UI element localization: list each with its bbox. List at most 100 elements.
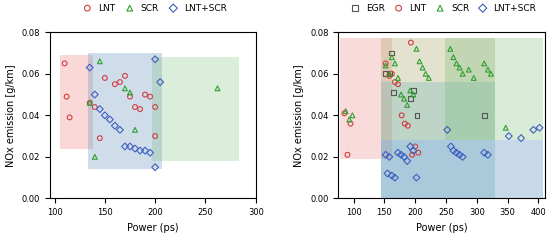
Legend: LNT, SCR, LNT+SCR: LNT, SCR, LNT+SCR xyxy=(78,3,227,12)
LNT xyxy=(397,113,406,117)
EGR xyxy=(406,97,415,101)
SCR xyxy=(406,89,415,93)
SCR xyxy=(213,86,222,90)
LNT+SCR xyxy=(480,151,488,155)
LNT xyxy=(65,115,74,119)
LNT+SCR xyxy=(146,151,155,155)
LNT xyxy=(101,76,109,80)
LNT xyxy=(120,74,129,78)
X-axis label: Power (ps): Power (ps) xyxy=(127,223,178,233)
LNT xyxy=(146,95,155,99)
SCR xyxy=(409,93,418,96)
SCR xyxy=(348,113,357,117)
LNT+SCR xyxy=(504,134,513,138)
Bar xyxy=(381,38,495,140)
SCR xyxy=(130,128,139,132)
LNT xyxy=(411,145,420,149)
LNT+SCR xyxy=(443,128,452,132)
LNT xyxy=(90,105,99,109)
X-axis label: Power (ps): Power (ps) xyxy=(416,223,467,233)
SCR xyxy=(421,72,430,76)
LNT xyxy=(62,95,71,99)
LNT xyxy=(136,107,145,111)
LNT+SCR xyxy=(516,136,525,140)
EGR xyxy=(387,51,396,55)
SCR xyxy=(480,62,488,65)
LNT+SCR xyxy=(111,124,119,128)
LNT xyxy=(387,72,396,76)
LNT+SCR xyxy=(101,113,109,117)
LNT xyxy=(340,111,349,115)
Bar xyxy=(152,57,239,161)
LNT xyxy=(403,124,412,128)
LNT xyxy=(343,153,352,157)
LNT+SCR xyxy=(151,165,160,169)
LNT xyxy=(125,95,134,99)
LNT+SCR xyxy=(390,176,399,180)
LNT xyxy=(151,134,160,138)
SCR xyxy=(125,91,134,94)
LNT+SCR xyxy=(90,93,99,96)
SCR xyxy=(415,59,424,63)
SCR xyxy=(446,47,455,51)
Bar xyxy=(381,82,495,198)
LNT+SCR xyxy=(447,145,455,149)
SCR xyxy=(412,47,421,51)
LNT+SCR xyxy=(455,153,464,157)
EGR xyxy=(409,89,418,93)
LNT+SCR xyxy=(125,145,134,149)
SCR xyxy=(394,76,403,80)
SCR xyxy=(341,109,350,113)
LNT xyxy=(141,93,150,96)
LNT xyxy=(111,82,119,86)
LNT+SCR xyxy=(529,128,538,132)
LNT+SCR xyxy=(449,149,458,153)
LNT xyxy=(408,153,416,157)
LNT xyxy=(406,41,415,45)
LNT+SCR xyxy=(387,174,396,178)
SCR xyxy=(501,126,510,130)
SCR xyxy=(85,101,94,105)
SCR xyxy=(390,62,399,65)
LNT xyxy=(385,74,394,78)
LNT+SCR xyxy=(458,155,467,159)
LNT+SCR xyxy=(412,176,421,180)
LNT+SCR xyxy=(141,149,150,153)
EGR xyxy=(389,91,398,94)
Y-axis label: NOx emission [g/km]: NOx emission [g/km] xyxy=(6,64,16,167)
SCR xyxy=(452,62,461,65)
LNT+SCR xyxy=(85,65,94,69)
Bar xyxy=(59,55,93,149)
LNT xyxy=(390,80,399,84)
LNT+SCR xyxy=(136,149,145,153)
LNT+SCR xyxy=(400,155,409,159)
LNT xyxy=(95,136,104,140)
Bar xyxy=(340,38,393,159)
EGR xyxy=(412,113,421,117)
LNT+SCR xyxy=(452,151,461,155)
LNT xyxy=(60,62,69,65)
SCR xyxy=(381,63,390,67)
LNT xyxy=(394,82,403,86)
EGR xyxy=(381,72,390,76)
LNT xyxy=(130,105,139,109)
LNT+SCR xyxy=(394,151,403,155)
LNT+SCR xyxy=(106,118,114,122)
LNT+SCR xyxy=(95,107,104,111)
LNT xyxy=(151,105,160,109)
LNT+SCR xyxy=(383,172,392,176)
LNT+SCR xyxy=(130,147,139,151)
Bar xyxy=(88,53,162,169)
SCR xyxy=(464,68,473,72)
Bar xyxy=(381,140,543,198)
LNT+SCR xyxy=(156,80,164,84)
SCR xyxy=(397,93,405,96)
SCR xyxy=(385,72,394,76)
EGR xyxy=(385,72,394,76)
LNT xyxy=(85,101,94,105)
SCR xyxy=(455,65,464,69)
SCR xyxy=(400,97,409,101)
Y-axis label: NOx emission [g/km]: NOx emission [g/km] xyxy=(294,64,305,167)
LNT xyxy=(414,151,423,155)
LNT+SCR xyxy=(403,159,411,163)
